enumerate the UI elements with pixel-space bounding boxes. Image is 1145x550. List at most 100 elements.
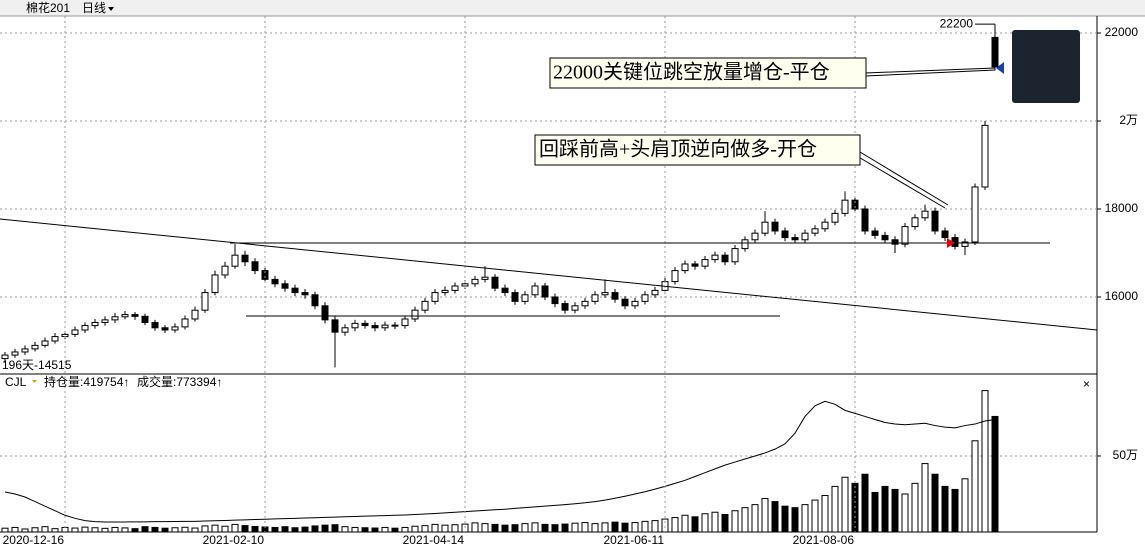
candle-body <box>991 36 999 68</box>
annotation-box <box>549 57 867 89</box>
candle-body <box>471 278 479 285</box>
volume-bar <box>81 526 89 533</box>
candle-body <box>211 274 219 294</box>
volume-bar <box>961 478 969 533</box>
open-interest-line <box>4 400 996 523</box>
y-tick-label: 18000 <box>1105 201 1139 215</box>
candle-body <box>811 228 819 234</box>
candle-body <box>381 324 389 329</box>
candle-body <box>881 234 889 241</box>
volume-bar <box>111 526 119 533</box>
arrow <box>864 67 996 77</box>
volume-bar <box>861 473 869 533</box>
candle-body <box>31 344 39 350</box>
volume-bar <box>521 523 529 533</box>
volume-bar <box>941 485 949 533</box>
candle-body <box>441 289 449 294</box>
volume-bar <box>381 526 389 533</box>
candle-body <box>831 212 839 223</box>
volume-bar <box>51 528 59 533</box>
candle-body <box>701 259 709 267</box>
volume-bar <box>991 415 999 533</box>
trade-box <box>1012 30 1080 103</box>
y-tick-label: 16000 <box>1105 289 1139 303</box>
volume-bar <box>621 522 629 533</box>
volume-bar <box>671 517 679 533</box>
volume-bar <box>151 526 159 533</box>
candle-body <box>111 316 119 321</box>
candle-body <box>561 303 569 311</box>
candle-body <box>801 232 809 241</box>
candle-body <box>931 210 939 232</box>
y-tick-label: 22000 <box>1105 25 1139 39</box>
volume-bar <box>881 485 889 533</box>
volume-bar <box>681 514 689 533</box>
volume-bar <box>791 507 799 533</box>
candle-body <box>611 292 619 300</box>
volume-bar <box>551 524 559 533</box>
volume-bar <box>251 526 259 533</box>
candle-body <box>421 300 429 311</box>
candle-body <box>671 270 679 283</box>
volume-bar <box>421 525 429 533</box>
candle-body <box>731 248 739 263</box>
period[interactable]: 日线 <box>82 1 106 15</box>
candle-body <box>301 292 309 296</box>
candle-body <box>391 324 399 327</box>
volume-bar <box>571 522 579 533</box>
volume-bar <box>201 525 209 533</box>
volume-bar <box>411 525 419 533</box>
x-tick-label: 2021-08-06 <box>793 533 855 547</box>
candle-body <box>411 309 419 320</box>
y-tick-label: 50万 <box>1113 448 1138 462</box>
volume-bar <box>891 488 899 533</box>
volume-bar <box>311 525 319 533</box>
candle-body <box>751 232 759 241</box>
high-label: 22200 <box>940 16 974 30</box>
candle-body <box>741 239 749 250</box>
volume-bar <box>811 499 819 533</box>
volume-bar <box>331 524 339 533</box>
candle-body <box>101 319 109 324</box>
volume-bar <box>911 482 919 533</box>
low-label: 196天-14515 <box>2 358 72 372</box>
volume-bar <box>581 522 589 533</box>
volume-bar <box>731 510 739 533</box>
candle-body <box>711 254 719 261</box>
volume-bar <box>801 504 809 533</box>
candle-body <box>1 354 9 360</box>
volume-bar <box>611 521 619 533</box>
candle-body <box>541 285 549 298</box>
candle-body <box>871 230 879 236</box>
candle-body <box>71 329 79 335</box>
volume-bar <box>471 522 479 533</box>
candle-body <box>651 289 659 296</box>
volume-bar <box>541 523 549 533</box>
x-tick-label: 2020-12-16 <box>3 533 65 547</box>
volume-bar <box>231 523 239 533</box>
candle-body <box>191 309 199 320</box>
volume-bar <box>741 507 749 533</box>
symbol[interactable]: 棉花201 <box>26 0 70 15</box>
candle-body <box>531 285 539 296</box>
candle-body <box>921 210 929 219</box>
volume-bar <box>301 526 309 533</box>
candle-body <box>791 237 799 241</box>
dropdown[interactable] <box>108 7 114 11</box>
close-button[interactable]: × <box>1083 377 1090 391</box>
candle-body <box>351 322 359 329</box>
volume-bar <box>871 491 879 533</box>
candle-body <box>641 294 649 302</box>
candle-body <box>161 327 169 331</box>
candle-body <box>771 221 779 232</box>
dropdown[interactable] <box>32 380 37 383</box>
candle-body <box>971 186 979 243</box>
candle-body <box>201 292 209 311</box>
candle-body <box>981 124 989 188</box>
volume-bar <box>211 524 219 533</box>
candle-body <box>501 287 509 294</box>
candle-body <box>821 221 829 230</box>
volume-bar <box>931 473 939 533</box>
candle-body <box>121 314 129 318</box>
